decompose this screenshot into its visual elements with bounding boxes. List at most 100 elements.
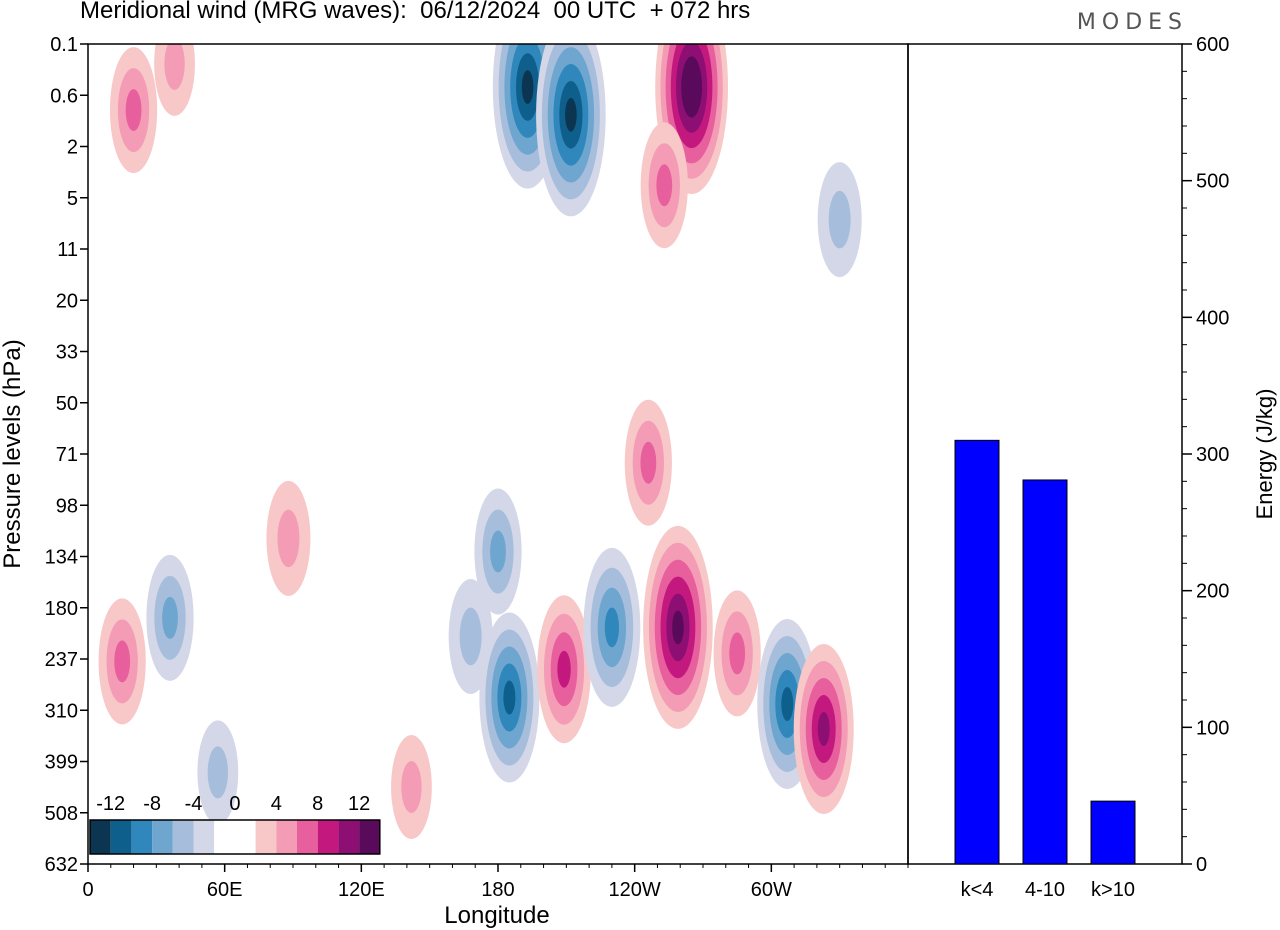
energy-tick-label: 100: [1196, 717, 1229, 739]
colorbar-label: 0: [229, 793, 240, 815]
colorbar-label: 8: [312, 793, 323, 815]
contour-level: [729, 632, 746, 675]
y-tick-label: 632: [45, 854, 78, 876]
colorbar-label: -8: [143, 793, 161, 815]
energy-axis: 0 100 200 300 400 500 600: [1182, 34, 1229, 876]
energy-bar-1: [1022, 479, 1068, 865]
contour-level: [557, 650, 571, 688]
contour-level: [207, 746, 229, 799]
contour-blob: [624, 399, 672, 526]
x-tick-label: 120E: [338, 879, 385, 901]
x-axis-label: Longitude: [444, 902, 549, 929]
contour-level: [656, 164, 673, 207]
x-tick-label: 60W: [751, 879, 792, 901]
contour-blob: [479, 612, 540, 783]
y-axis-label: Pressure levels (hPa): [0, 339, 26, 568]
colorbar-segment: [193, 820, 215, 854]
contour-level: [503, 680, 516, 715]
colorbar: -12 -8 -4 0 4 8 12: [89, 793, 381, 855]
modes-logo: MODES: [1076, 10, 1188, 35]
contour-blob: [474, 488, 522, 615]
colorbar-segment: [214, 820, 235, 854]
colorbar-label: -12: [96, 793, 125, 815]
contour-blob: [109, 47, 158, 174]
energy-bars: k<4 4-10 k>10: [954, 439, 1136, 901]
y-tick-label: 0.1: [50, 34, 78, 56]
colorbar-segment: [152, 820, 173, 854]
energy-category-label: k<4: [961, 879, 994, 901]
energy-category-label: k>10: [1091, 879, 1135, 901]
colorbar-label: -4: [185, 793, 203, 815]
contour-blob: [713, 590, 761, 717]
y-tick-label: 310: [45, 700, 78, 722]
energy-bar-0: [954, 439, 1000, 865]
x-tick-label: 0: [82, 879, 93, 901]
wind-contour-field: [98, 44, 862, 840]
contour-level: [164, 44, 185, 90]
contour-level: [565, 97, 577, 132]
colorbar-segment: [172, 820, 194, 854]
contour-level: [781, 686, 794, 721]
contour-level: [640, 441, 657, 484]
contour-level: [459, 607, 482, 666]
contour-level: [114, 640, 131, 683]
contour-level: [672, 610, 684, 645]
energy-bar-2: [1090, 800, 1136, 865]
contour-blob: [537, 595, 591, 744]
colorbar-label: 12: [348, 793, 370, 815]
contour-blob: [391, 735, 432, 840]
contour-level: [277, 509, 300, 568]
y-tick-label: 98: [56, 495, 78, 517]
contour-blob: [197, 720, 239, 825]
contour-blob: [98, 598, 146, 725]
colorbar-segment: [234, 820, 256, 854]
contour-level: [521, 70, 534, 104]
contour-blob: [583, 547, 641, 707]
colorbar-segment: [255, 820, 277, 854]
energy-tick-label: 500: [1196, 171, 1229, 193]
colorbar-frame: [89, 819, 381, 855]
colorbar-segment: [110, 820, 132, 854]
y-tick-label: 2: [67, 137, 78, 159]
contour-blob: [793, 644, 854, 815]
contour-level: [162, 596, 178, 639]
y-tick-label: 399: [45, 752, 78, 774]
energy-tick-label: 400: [1196, 307, 1229, 329]
contour-blob: [154, 44, 195, 116]
energy-tick-label: 0: [1196, 854, 1207, 876]
y-tick-label: 508: [45, 803, 78, 825]
contour-level: [401, 761, 422, 814]
y-tick-label: 237: [45, 649, 78, 671]
energy-category-label: 4-10: [1025, 879, 1065, 901]
y-tick-label: 20: [56, 290, 78, 312]
colorbar-segment: [297, 820, 318, 854]
contour-level: [490, 530, 506, 573]
contour-blob: [266, 480, 311, 596]
energy-tick-label: 200: [1196, 581, 1229, 603]
colorbar-segment: [90, 820, 111, 854]
y-tick-label: 180: [45, 598, 78, 620]
contour-blob: [146, 554, 194, 681]
colorbar-segment: [338, 820, 360, 854]
contour-level: [125, 89, 142, 132]
y-tick-label: 0.6: [50, 85, 78, 107]
colorbar-segment: [131, 820, 153, 854]
colorbar-segment: [359, 820, 380, 854]
contour-level: [604, 607, 619, 648]
x-tick-label: 180: [481, 879, 514, 901]
y-tick-label: 11: [57, 239, 78, 261]
contour-blob: [817, 162, 862, 278]
x-tick-label: 60E: [207, 879, 243, 901]
contour-blob: [643, 525, 713, 729]
x-axis: 0 60E 120E 180 120W 60W: [82, 864, 909, 901]
contour-level: [828, 190, 851, 249]
colorbar-segment: [276, 820, 297, 854]
energy-tick-label: 300: [1196, 444, 1229, 466]
x-tick-label: 120W: [609, 879, 661, 901]
colorbar-segment: [317, 820, 339, 854]
chart-title: Meridional wind (MRG waves): 06/12/2024 …: [80, 0, 751, 24]
y-tick-label: 71: [56, 444, 78, 466]
y-axis: 0.1 0.6 2 5 11 20 33 50 71 98 134 180 237 310 399 508 63…: [45, 34, 88, 876]
contour-blob: [536, 44, 606, 217]
